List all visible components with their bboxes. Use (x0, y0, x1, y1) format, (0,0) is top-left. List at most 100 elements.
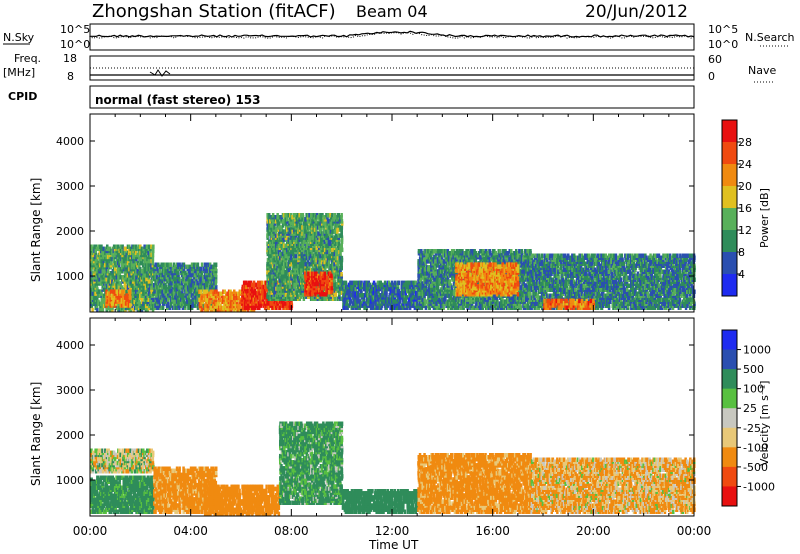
echo-cell-power-5 (266, 270, 269, 275)
echo-cell-power-0 (140, 269, 144, 274)
echo-cell-power-2 (178, 291, 181, 296)
echo-cell-power-4 (257, 280, 260, 286)
echo-cell-power-4 (245, 280, 248, 286)
echo-cell-power-0 (136, 252, 139, 258)
echo-cell-power-4 (290, 301, 293, 306)
echo-cell-power-0 (92, 250, 95, 256)
echo-cell-power-1 (120, 297, 124, 302)
echo-cell-power-1 (109, 289, 113, 294)
echo-cell-power-0 (117, 273, 120, 278)
echo-cell-power-6 (330, 281, 334, 287)
echo-cell-power-0 (107, 287, 110, 292)
echo-cell-power-5 (331, 213, 334, 218)
echo-cell-power-0 (140, 299, 144, 305)
echo-cell-power-0 (126, 244, 130, 249)
echo-cell-power-2 (174, 285, 177, 290)
echo-cell-power-4 (250, 295, 254, 300)
echo-cell-power-3 (215, 289, 218, 294)
echo-cell-power-2 (159, 289, 162, 294)
echo-cell-power-2 (158, 268, 162, 274)
echo-cell-power-1 (126, 293, 129, 298)
echo-cell-power-4 (262, 284, 265, 290)
noise-tick-top-left: 10^5 (60, 23, 90, 36)
echo-cell-power-2 (191, 278, 194, 284)
echo-cell-power-2 (154, 278, 157, 284)
echo-cell-power-3 (233, 295, 236, 301)
echo-cell-power-2 (191, 266, 194, 272)
cpid-label: CPID (8, 90, 37, 103)
echo-cell-power-2 (158, 303, 162, 308)
echo-cell-power-3 (226, 297, 229, 303)
echo-cell-power-5 (282, 229, 285, 234)
echo-cell-power-4 (288, 305, 291, 310)
echo-cell-power-3 (226, 291, 229, 296)
echo-cell-power-2 (164, 268, 167, 274)
echo-cell-power-1 (129, 295, 132, 300)
echo-cell-power-4 (258, 305, 261, 310)
echo-cell-power-0 (152, 297, 155, 302)
echo-cell-power-0 (135, 301, 138, 307)
echo-cell-power-5 (317, 231, 320, 236)
echo-cell-power-3 (213, 299, 216, 305)
echo-cell-power-2 (177, 285, 180, 290)
echo-cell-power-4 (252, 297, 255, 302)
echo-cell-power-3 (227, 289, 231, 294)
station-title: Zhongshan Station (fitACF) (92, 1, 336, 22)
echo-cell-power-5 (330, 225, 333, 230)
echo-cell-power-4 (273, 305, 276, 310)
echo-cell-power-3 (205, 307, 208, 313)
echo-cell-power-2 (190, 262, 194, 267)
echo-cell-power-0 (125, 246, 128, 252)
echo-cell-power-4 (263, 293, 267, 298)
echo-cell-power-3 (200, 299, 203, 305)
echo-cell-power-0 (104, 262, 107, 268)
echo-cell-power-0 (146, 244, 149, 249)
echo-cell-power-0 (111, 285, 114, 290)
echo-cell-power-0 (132, 244, 135, 249)
echo-cell-power-4 (267, 301, 271, 306)
echo-cell-power-7 (404, 299, 408, 304)
echo-cell-power-0 (135, 269, 138, 274)
echo-cell-power-2 (157, 262, 160, 267)
echo-cell-power-0 (126, 256, 130, 262)
echo-cell-power-2 (213, 276, 217, 282)
echo-cell-power-0 (144, 285, 148, 290)
echo-cell-power-7 (344, 280, 348, 286)
echo-cell-power-0 (102, 252, 106, 258)
echo-cell-power-2 (192, 303, 195, 308)
echo-cell-power-4 (246, 282, 250, 288)
echo-cell-power-0 (105, 252, 109, 258)
echo-cell-power-1 (114, 289, 117, 294)
echo-cell-power-5 (333, 278, 336, 283)
echo-cell-power-3 (202, 289, 206, 294)
echo-cell-power-3 (231, 301, 234, 307)
echo-cell-power-2 (178, 276, 181, 282)
echo-cell-power-0 (121, 244, 124, 249)
echo-cell-power-5 (340, 219, 344, 224)
echo-cell-power-0 (139, 293, 142, 298)
echo-cell-power-3 (209, 299, 212, 305)
echo-cell-power-4 (252, 290, 255, 296)
echo-cell-power-2 (171, 305, 175, 310)
echo-cell-power-0 (145, 281, 149, 286)
echo-cell-power-0 (126, 269, 130, 274)
echo-cell-power-3 (223, 307, 226, 313)
echo-cell-power-0 (102, 246, 106, 252)
echo-cell-power-3 (220, 291, 223, 296)
echo-cell-power-0 (96, 301, 99, 307)
echo-cell-power-0 (147, 250, 150, 256)
echo-cell-power-2 (181, 289, 184, 294)
echo-cell-power-0 (90, 250, 93, 256)
echo-cell-power-2 (174, 264, 177, 270)
echo-cell-power-0 (90, 277, 93, 282)
echo-cell-power-0 (115, 244, 118, 249)
echo-cell-power-0 (152, 244, 155, 249)
echo-cell-power-2 (185, 264, 188, 270)
echo-cell-power-0 (101, 301, 105, 307)
echo-cell-power-2 (176, 278, 180, 284)
echo-cell-power-4 (260, 284, 264, 290)
echo-cell-power-0 (140, 246, 144, 252)
echo-cell-power-2 (157, 299, 160, 304)
echo-cell-power-6 (316, 281, 319, 287)
freq-spike (149, 69, 171, 77)
